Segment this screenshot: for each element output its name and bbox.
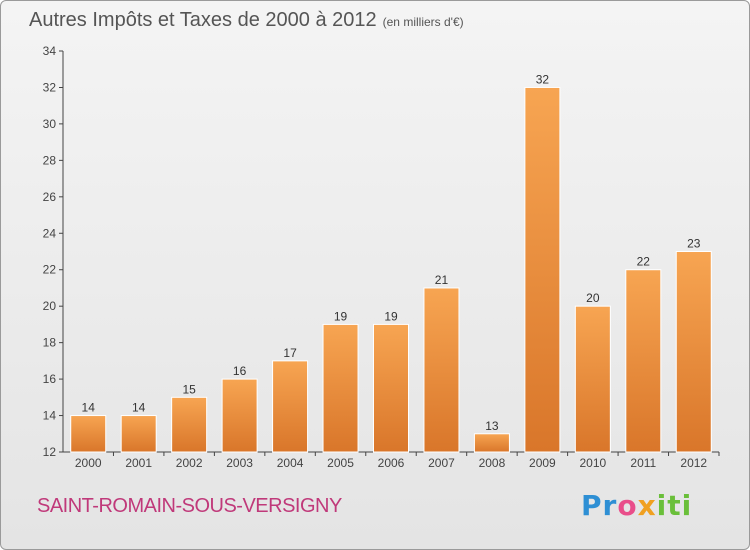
x-tick-label: 2010	[579, 456, 606, 470]
data-label: 16	[233, 364, 247, 378]
bar	[373, 323, 409, 453]
bar	[70, 415, 107, 453]
logo-part-4: iti	[656, 489, 693, 522]
y-tick-label: 26	[43, 190, 57, 204]
data-label: 22	[637, 255, 651, 269]
x-tick-label: 2001	[125, 456, 152, 470]
chart-title-unit: (en milliers d'€)	[382, 15, 464, 29]
x-tick-label: 2007	[428, 456, 455, 470]
logo-part-3: x	[637, 489, 657, 522]
logo-part-2: o	[617, 489, 638, 522]
chart-title: Autres Impôts et Taxes de 2000 à 2012 (en…	[29, 9, 464, 32]
x-axis: 2000 2001 2002 2003 2004 2005 2006 2007 2008 2009…	[63, 451, 720, 470]
data-label: 17	[283, 346, 297, 360]
y-tick-label: 20	[43, 299, 57, 313]
y-tick-label: 32	[43, 80, 57, 94]
x-tick-label: 2011	[630, 456, 656, 470]
value-labels: 14 14 15 16 17 19 19 21 13 32 20 22 23	[82, 72, 701, 432]
y-tick-label: 30	[43, 117, 57, 131]
bar	[171, 396, 208, 453]
bar	[473, 433, 510, 453]
proxiti-logo: Proxiti	[581, 489, 692, 522]
y-tick-label: 16	[43, 372, 57, 386]
data-label: 13	[485, 419, 499, 433]
y-tick-label: 28	[43, 153, 57, 167]
x-tick-label: 2005	[327, 456, 354, 470]
x-tick-label: 2006	[378, 456, 405, 470]
y-axis: 12 14 16 18 20 22 24 26 28 30 32 34	[43, 44, 64, 459]
commune-name: SAINT-ROMAIN-SOUS-VERSIGNY	[37, 495, 342, 517]
y-tick-label: 18	[43, 336, 57, 350]
data-label: 20	[586, 291, 600, 305]
x-tick-label: 2002	[176, 456, 203, 470]
x-tick-label: 2009	[529, 456, 556, 470]
y-tick-label: 12	[43, 445, 57, 459]
y-tick-label: 24	[43, 226, 57, 240]
data-label: 21	[435, 273, 449, 287]
x-tick-label: 2008	[479, 456, 506, 470]
y-tick-label: 34	[43, 44, 57, 58]
chart-title-main: Autres Impôts et Taxes de 2000 à 2012	[29, 9, 377, 31]
data-label: 23	[687, 237, 701, 251]
data-label: 32	[536, 72, 550, 86]
bar	[423, 287, 460, 453]
bar	[675, 251, 712, 453]
data-label: 14	[132, 401, 146, 415]
data-label: 19	[384, 309, 398, 323]
x-tick-label: 2000	[75, 456, 102, 470]
x-tick-label: 2003	[226, 456, 253, 470]
bar-series	[70, 86, 712, 453]
data-label: 15	[182, 382, 196, 396]
logo-part-1: Pr	[581, 489, 618, 522]
bar	[322, 323, 359, 453]
y-tick-label: 14	[43, 409, 57, 423]
bar	[221, 378, 258, 453]
x-tick-label: 2004	[277, 456, 304, 470]
bar	[574, 305, 611, 453]
bar	[625, 269, 662, 453]
y-tick-label: 22	[43, 263, 57, 277]
bar	[120, 415, 157, 453]
data-label: 14	[82, 401, 96, 415]
data-label: 19	[334, 309, 348, 323]
bar	[524, 86, 561, 453]
bar	[272, 360, 309, 453]
x-tick-label: 2012	[680, 456, 707, 470]
